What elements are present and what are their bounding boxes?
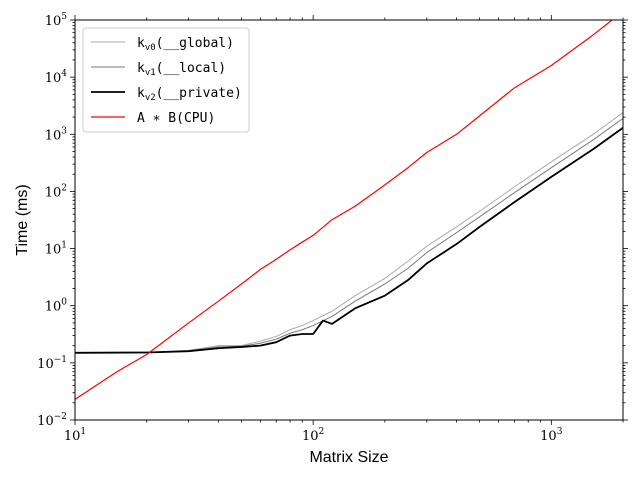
y-tick-label: 102 bbox=[45, 183, 67, 200]
x-axis-label: Matrix Size bbox=[309, 449, 388, 466]
plot-area bbox=[75, 20, 623, 400]
series-line-3 bbox=[75, 20, 613, 400]
legend: kv0(__global) kv1(__local) kv2(__private) A… bbox=[82, 27, 250, 133]
x-tick-label: 103 bbox=[540, 427, 563, 444]
legend-label-0: kv0(__global) bbox=[137, 36, 234, 53]
series-line-2 bbox=[75, 127, 623, 354]
legend-label-1: kv1(__local) bbox=[137, 61, 226, 78]
legend-label-2: kv2(__private) bbox=[137, 86, 242, 103]
legend-label-3: A ∗ B(CPU) bbox=[137, 111, 215, 126]
series-line-0 bbox=[75, 112, 623, 354]
x-tick-label: 101 bbox=[64, 427, 86, 444]
legend-box bbox=[82, 27, 250, 133]
y-tick-label: 104 bbox=[45, 69, 68, 86]
y-tick-label: 103 bbox=[45, 126, 68, 143]
y-axis-label: Time (ms) bbox=[14, 184, 31, 255]
y-tick-label: 105 bbox=[45, 12, 68, 29]
x-tick-label: 102 bbox=[302, 427, 324, 444]
plot-frame bbox=[74, 19, 624, 421]
y-tick-label: 10−1 bbox=[37, 355, 67, 372]
series-line-1 bbox=[75, 117, 623, 354]
y-tick-label: 100 bbox=[45, 298, 68, 315]
y-tick-label: 10−2 bbox=[37, 412, 67, 429]
axes: 101 102 103 10−2 10−1 100 101 102 103 104 105 bbox=[37, 12, 628, 444]
y-tick-label: 101 bbox=[45, 241, 67, 258]
